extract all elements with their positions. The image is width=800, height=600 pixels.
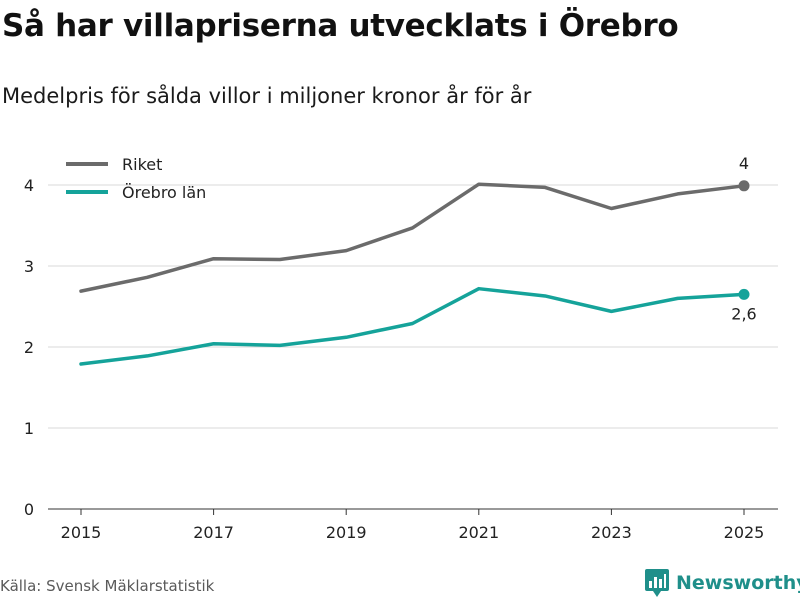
y-tick-label: 0 [24, 500, 34, 519]
legend-label: Riket [122, 155, 162, 174]
x-tick-label: 2025 [724, 523, 765, 542]
data-label: 4 [739, 154, 749, 173]
series-line-orebro-lan [79, 286, 746, 366]
chart-title: Så har villapriserna utvecklats i Örebro [2, 8, 679, 44]
x-tick-label: 2023 [591, 523, 632, 542]
x-tick-label: 2021 [458, 523, 499, 542]
chart-subtitle: Medelpris för sålda villor i miljoner kr… [2, 84, 532, 108]
series-end-marker [738, 288, 750, 300]
y-tick-label: 2 [24, 338, 34, 357]
y-tick-label: 3 [24, 257, 34, 276]
brand-logo: Newsworthy [645, 569, 800, 597]
y-tick-label: 1 [24, 419, 34, 438]
brand-name: Newsworthy [676, 572, 800, 594]
y-tick-label: 4 [24, 176, 34, 195]
series-line-riket [79, 182, 746, 293]
newsworthy-logo-icon [645, 569, 669, 597]
series-end-marker [738, 180, 750, 192]
source-note: Källa: Svensk Mäklarstatistik [0, 577, 215, 595]
x-tick-label: 2015 [61, 523, 102, 542]
legend-label: Örebro län [122, 183, 206, 202]
x-tick-label: 2017 [193, 523, 234, 542]
x-tick-label: 2019 [326, 523, 367, 542]
data-label: 2,6 [731, 304, 756, 323]
